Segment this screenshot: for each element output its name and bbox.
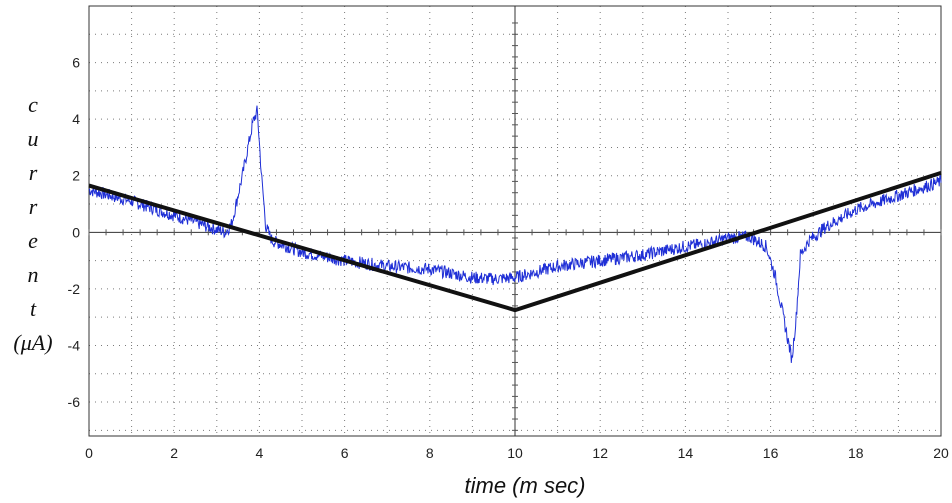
x-tick-label: 20 xyxy=(933,445,949,461)
y-tick-label: 0 xyxy=(72,224,80,240)
y-axis-label-char: c xyxy=(28,92,38,117)
series-measured-current xyxy=(88,105,942,363)
x-tick-label: 10 xyxy=(507,445,523,461)
x-tick-label: 12 xyxy=(592,445,608,461)
x-tick-label: 16 xyxy=(763,445,779,461)
x-tick-label: 2 xyxy=(170,445,178,461)
series-reference-line xyxy=(88,170,942,313)
y-axis-label-char: e xyxy=(28,228,38,253)
axes xyxy=(88,5,942,437)
series-layer xyxy=(88,105,942,363)
y-tick-label: 4 xyxy=(72,111,80,127)
y-tick-label: -4 xyxy=(68,337,81,353)
x-tick-labels: 0 2 4 6 8 10 12 14 16 18 20 xyxy=(85,445,949,461)
y-tick-label: -2 xyxy=(68,281,81,297)
x-axis-label: time (m sec) xyxy=(465,473,586,498)
y-axis-label-char: r xyxy=(29,194,38,219)
y-tick-label: -6 xyxy=(68,394,81,410)
y-axis-label-char: r xyxy=(29,160,38,185)
y-axis-label-char: u xyxy=(28,126,39,151)
x-tick-label: 4 xyxy=(256,445,264,461)
x-tick-label: 8 xyxy=(426,445,434,461)
y-tick-labels: 6 4 2 0 -2 -4 -6 xyxy=(68,55,81,410)
x-tick-label: 6 xyxy=(341,445,349,461)
y-tick-label: 6 xyxy=(72,55,80,71)
y-axis-label-char: t xyxy=(30,296,37,321)
x-tick-label: 18 xyxy=(848,445,864,461)
y-tick-label: 2 xyxy=(72,168,80,184)
x-tick-label: 0 xyxy=(85,445,93,461)
x-tick-label: 14 xyxy=(678,445,694,461)
y-axis-label-char: n xyxy=(28,262,39,287)
y-axis-label-char: (μA) xyxy=(13,330,52,355)
